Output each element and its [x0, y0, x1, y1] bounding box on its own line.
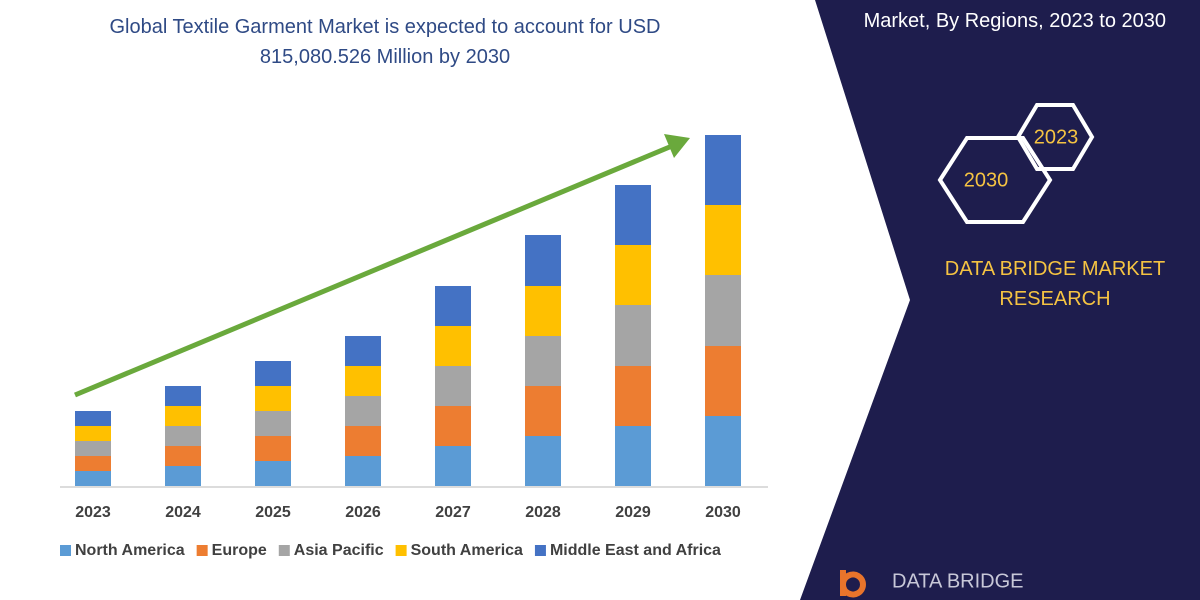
- bar-segment: [75, 411, 111, 426]
- bar-segment: [705, 135, 741, 205]
- hex-label: 2030: [964, 169, 1009, 191]
- bar-segment: [435, 326, 471, 366]
- x-tick-label: 2024: [165, 504, 201, 521]
- logo-icon: [840, 570, 866, 598]
- bar-segment: [615, 426, 651, 486]
- x-tick-label: 2029: [615, 504, 651, 521]
- bar-segment: [705, 416, 741, 486]
- bar-segment: [435, 286, 471, 326]
- bar-segment: [345, 366, 381, 396]
- bar-segment: [615, 245, 651, 305]
- legend-label: Asia Pacific: [294, 542, 384, 559]
- bar-segment: [165, 446, 201, 466]
- bar-segment: [255, 386, 291, 411]
- x-tick-label: 2025: [255, 504, 291, 521]
- bar-segment: [75, 456, 111, 471]
- legend-swatch: [60, 545, 71, 556]
- bar-segment: [165, 386, 201, 406]
- bar-segment: [435, 366, 471, 406]
- legend-label: South America: [411, 542, 523, 559]
- legend-label: Europe: [212, 542, 267, 559]
- bar-segment: [525, 386, 561, 436]
- bar-segment: [165, 466, 201, 486]
- side-panel: [800, 0, 1200, 600]
- x-tick-label: 2030: [705, 504, 741, 521]
- bar-segment: [525, 336, 561, 386]
- bar-segment: [615, 305, 651, 366]
- bar-segment: [705, 346, 741, 416]
- chart-title: Global Textile Garment Market is expecte…: [109, 16, 661, 68]
- bar-segment: [705, 205, 741, 275]
- x-tick-label: 2023: [75, 504, 111, 521]
- legend-swatch: [196, 545, 208, 556]
- x-tick-label: 2028: [525, 504, 561, 521]
- brand: DATA BRIDGE MARKET RESEARCH: [944, 258, 1166, 310]
- x-tick-label: 2026: [345, 504, 381, 521]
- bar-segment: [75, 426, 111, 441]
- legend-label: North America: [75, 542, 185, 559]
- trend-arrow: [74, 143, 673, 398]
- bar-segment: [615, 185, 651, 245]
- bar-segment: [255, 361, 291, 386]
- side-heading: Market, By Regions, 2023 to 2030: [863, 10, 1166, 32]
- legend-swatch: [278, 545, 290, 556]
- bar-segment: [255, 461, 291, 486]
- bar-segment: [525, 235, 561, 286]
- bar-segment: [255, 411, 291, 436]
- legend-swatch: [395, 545, 407, 556]
- x-tick-label: 2027: [435, 504, 471, 521]
- bar-segment: [705, 275, 741, 346]
- bar-segment: [75, 471, 111, 486]
- legend-label: Middle East and Africa: [550, 542, 721, 559]
- bar-segment: [165, 406, 201, 426]
- bar-segment: [165, 426, 201, 446]
- bar-segment: [435, 406, 471, 446]
- bar-segment: [345, 396, 381, 426]
- hex-label: 2023: [1034, 126, 1079, 148]
- hexagon: [937, 136, 1053, 224]
- bar-segment: [345, 426, 381, 456]
- bar-segment: [345, 336, 381, 366]
- bar-segment: [525, 286, 561, 336]
- bar-segment: [435, 446, 471, 486]
- legend-swatch: [534, 545, 546, 556]
- hexagon: [1015, 103, 1095, 171]
- bar-segment: [615, 366, 651, 426]
- bar-segment: [345, 456, 381, 486]
- logo-text: DATA BRIDGE: [892, 570, 1024, 592]
- arrow-head: [664, 134, 690, 158]
- bar-segment: [75, 441, 111, 456]
- bar-segment: [525, 436, 561, 486]
- bar-segment: [255, 436, 291, 461]
